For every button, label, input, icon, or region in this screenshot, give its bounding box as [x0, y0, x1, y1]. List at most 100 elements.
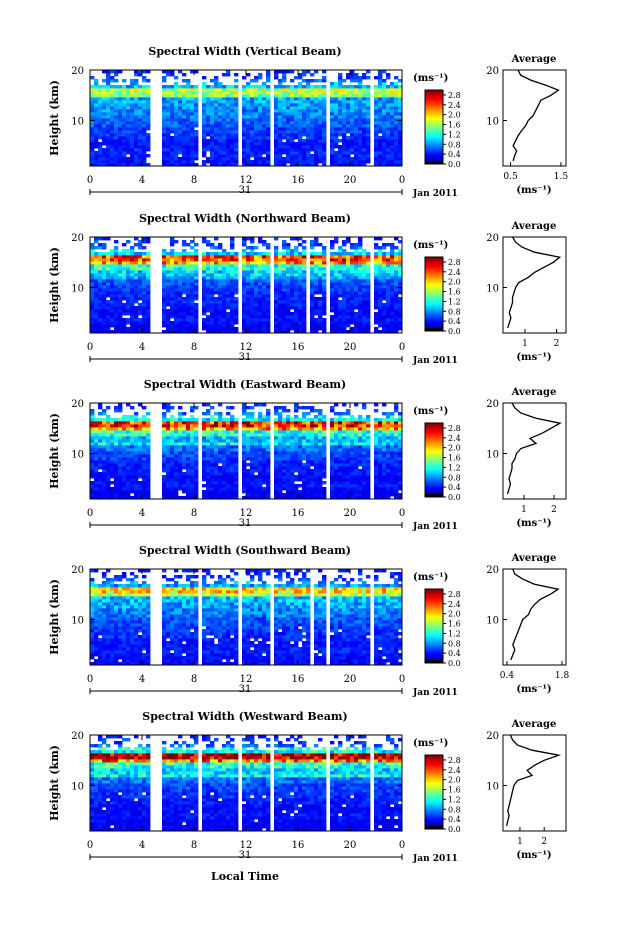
heatmap-cells [90, 70, 403, 167]
colorbar-tick-label: 0.0 [448, 493, 461, 502]
x-tick-label: 4 [139, 674, 145, 685]
colorbar-tick-label: 1.6 [448, 288, 461, 297]
day-label: 31 [239, 850, 252, 861]
colorbar-unit: (ms⁻¹) [413, 406, 448, 417]
colorbar [425, 755, 443, 830]
colorbar-tick-label: 0.0 [448, 659, 461, 668]
x-tick-label: 16 [292, 840, 305, 851]
colorbar-tick-label: 2.0 [448, 776, 461, 785]
y-tick-label: 20 [71, 731, 84, 742]
x-tick-label: 8 [191, 674, 197, 685]
average-x-tick-label: 1 [522, 339, 528, 349]
colorbar-tick-label: 0.8 [448, 140, 461, 149]
average-profile-line [510, 568, 560, 661]
x-tick-label: 0 [87, 674, 93, 685]
average-y-tick-label: 20 [486, 399, 499, 410]
colorbar-frame [424, 89, 444, 165]
colorbar-tick-label: 0.8 [448, 473, 461, 482]
average-x-label: (ms⁻¹) [516, 850, 551, 861]
average-x-tick-label: 2 [541, 837, 547, 847]
average-title: Average [511, 54, 557, 65]
colorbar-tick-label: 0.4 [448, 815, 461, 824]
colorbar-tick-label: 2.8 [448, 756, 461, 765]
panel-title: Spectral Width (Eastward Beam) [144, 378, 346, 391]
colorbar-tick-label: 0.4 [448, 483, 461, 492]
colorbar-unit: (ms⁻¹) [413, 738, 448, 749]
colorbar [425, 423, 443, 498]
colorbar-tick-label: 2.4 [448, 268, 461, 277]
x-tick-label: 16 [292, 342, 305, 353]
panel-title: Spectral Width (Vertical Beam) [148, 45, 341, 58]
x-tick-label: 20 [344, 674, 357, 685]
average-profile-line [505, 734, 562, 827]
x-tick-label: 16 [292, 674, 305, 685]
month-label: Jan 2011 [412, 356, 458, 366]
x-tick-label: 4 [139, 342, 145, 353]
average-x-tick-label: 2 [551, 505, 557, 515]
average-x-tick-label: 0.4 [500, 671, 515, 681]
panel-title: Spectral Width (Southward Beam) [139, 544, 351, 557]
x-tick-label: 8 [191, 342, 197, 353]
average-profile-line [507, 236, 562, 329]
average-frame [502, 568, 567, 666]
colorbar-zero-band [425, 328, 443, 331]
heatmap-cells [90, 237, 403, 334]
x-tick-label: 8 [191, 840, 197, 851]
colorbar-frame [424, 256, 444, 332]
colorbar-tick-label: 0.8 [448, 307, 461, 316]
colorbar-zero-band [425, 494, 443, 497]
x-tick-label: 4 [139, 175, 145, 186]
colorbar-tick-label: 2.4 [448, 600, 461, 609]
x-tick-label: 0 [399, 840, 405, 851]
colorbar-frame [424, 588, 444, 664]
y-axis-label: Height (km) [48, 80, 61, 156]
average-x-tick-label: 2 [554, 339, 560, 349]
y-tick-label: 10 [71, 782, 84, 793]
average-profile-line [506, 402, 562, 495]
colorbar-tick-label: 1.2 [448, 297, 461, 306]
colorbar-unit: (ms⁻¹) [413, 240, 448, 251]
average-y-tick-label: 20 [486, 233, 499, 244]
y-tick-label: 20 [71, 66, 84, 77]
heatmap-cells [90, 735, 403, 832]
average-frame [502, 402, 567, 500]
colorbar-tick-label: 2.4 [448, 101, 461, 110]
colorbar-tick-label: 2.0 [448, 444, 461, 453]
average-title: Average [511, 553, 557, 564]
average-title: Average [511, 719, 557, 730]
x-tick-label: 20 [344, 342, 357, 353]
x-tick-label: 0 [399, 175, 405, 186]
month-label: Jan 2011 [412, 854, 458, 864]
x-tick-label: 0 [87, 508, 93, 519]
y-tick-label: 10 [71, 117, 84, 128]
colorbar-tick-label: 2.8 [448, 91, 461, 100]
x-tick-label: 12 [240, 342, 253, 353]
average-x-label: (ms⁻¹) [516, 352, 551, 363]
x-tick-label: 0 [399, 508, 405, 519]
x-tick-label: 16 [292, 508, 305, 519]
colorbar-tick-label: 1.6 [448, 121, 461, 130]
average-profile-line [512, 69, 560, 162]
average-frame [502, 734, 567, 832]
average-x-tick-label: 1 [517, 837, 523, 847]
average-y-tick-label: 20 [486, 565, 499, 576]
month-label: Jan 2011 [412, 522, 458, 532]
colorbar-tick-label: 2.8 [448, 590, 461, 599]
x-tick-label: 12 [240, 674, 253, 685]
average-y-tick-label: 10 [486, 284, 499, 295]
month-label: Jan 2011 [412, 189, 458, 199]
colorbar-tick-label: 2.0 [448, 610, 461, 619]
colorbar [425, 90, 443, 165]
average-x-label: (ms⁻¹) [516, 518, 551, 529]
colorbar-tick-label: 2.0 [448, 111, 461, 120]
average-x-tick-label: 1.8 [555, 671, 570, 681]
x-tick-label: 20 [344, 840, 357, 851]
day-label: 31 [239, 518, 252, 529]
x-tick-label: 8 [191, 508, 197, 519]
colorbar-zero-band [425, 161, 443, 164]
colorbar-unit: (ms⁻¹) [413, 572, 448, 583]
heatmap-cells [90, 403, 403, 500]
colorbar-tick-label: 0.8 [448, 805, 461, 814]
